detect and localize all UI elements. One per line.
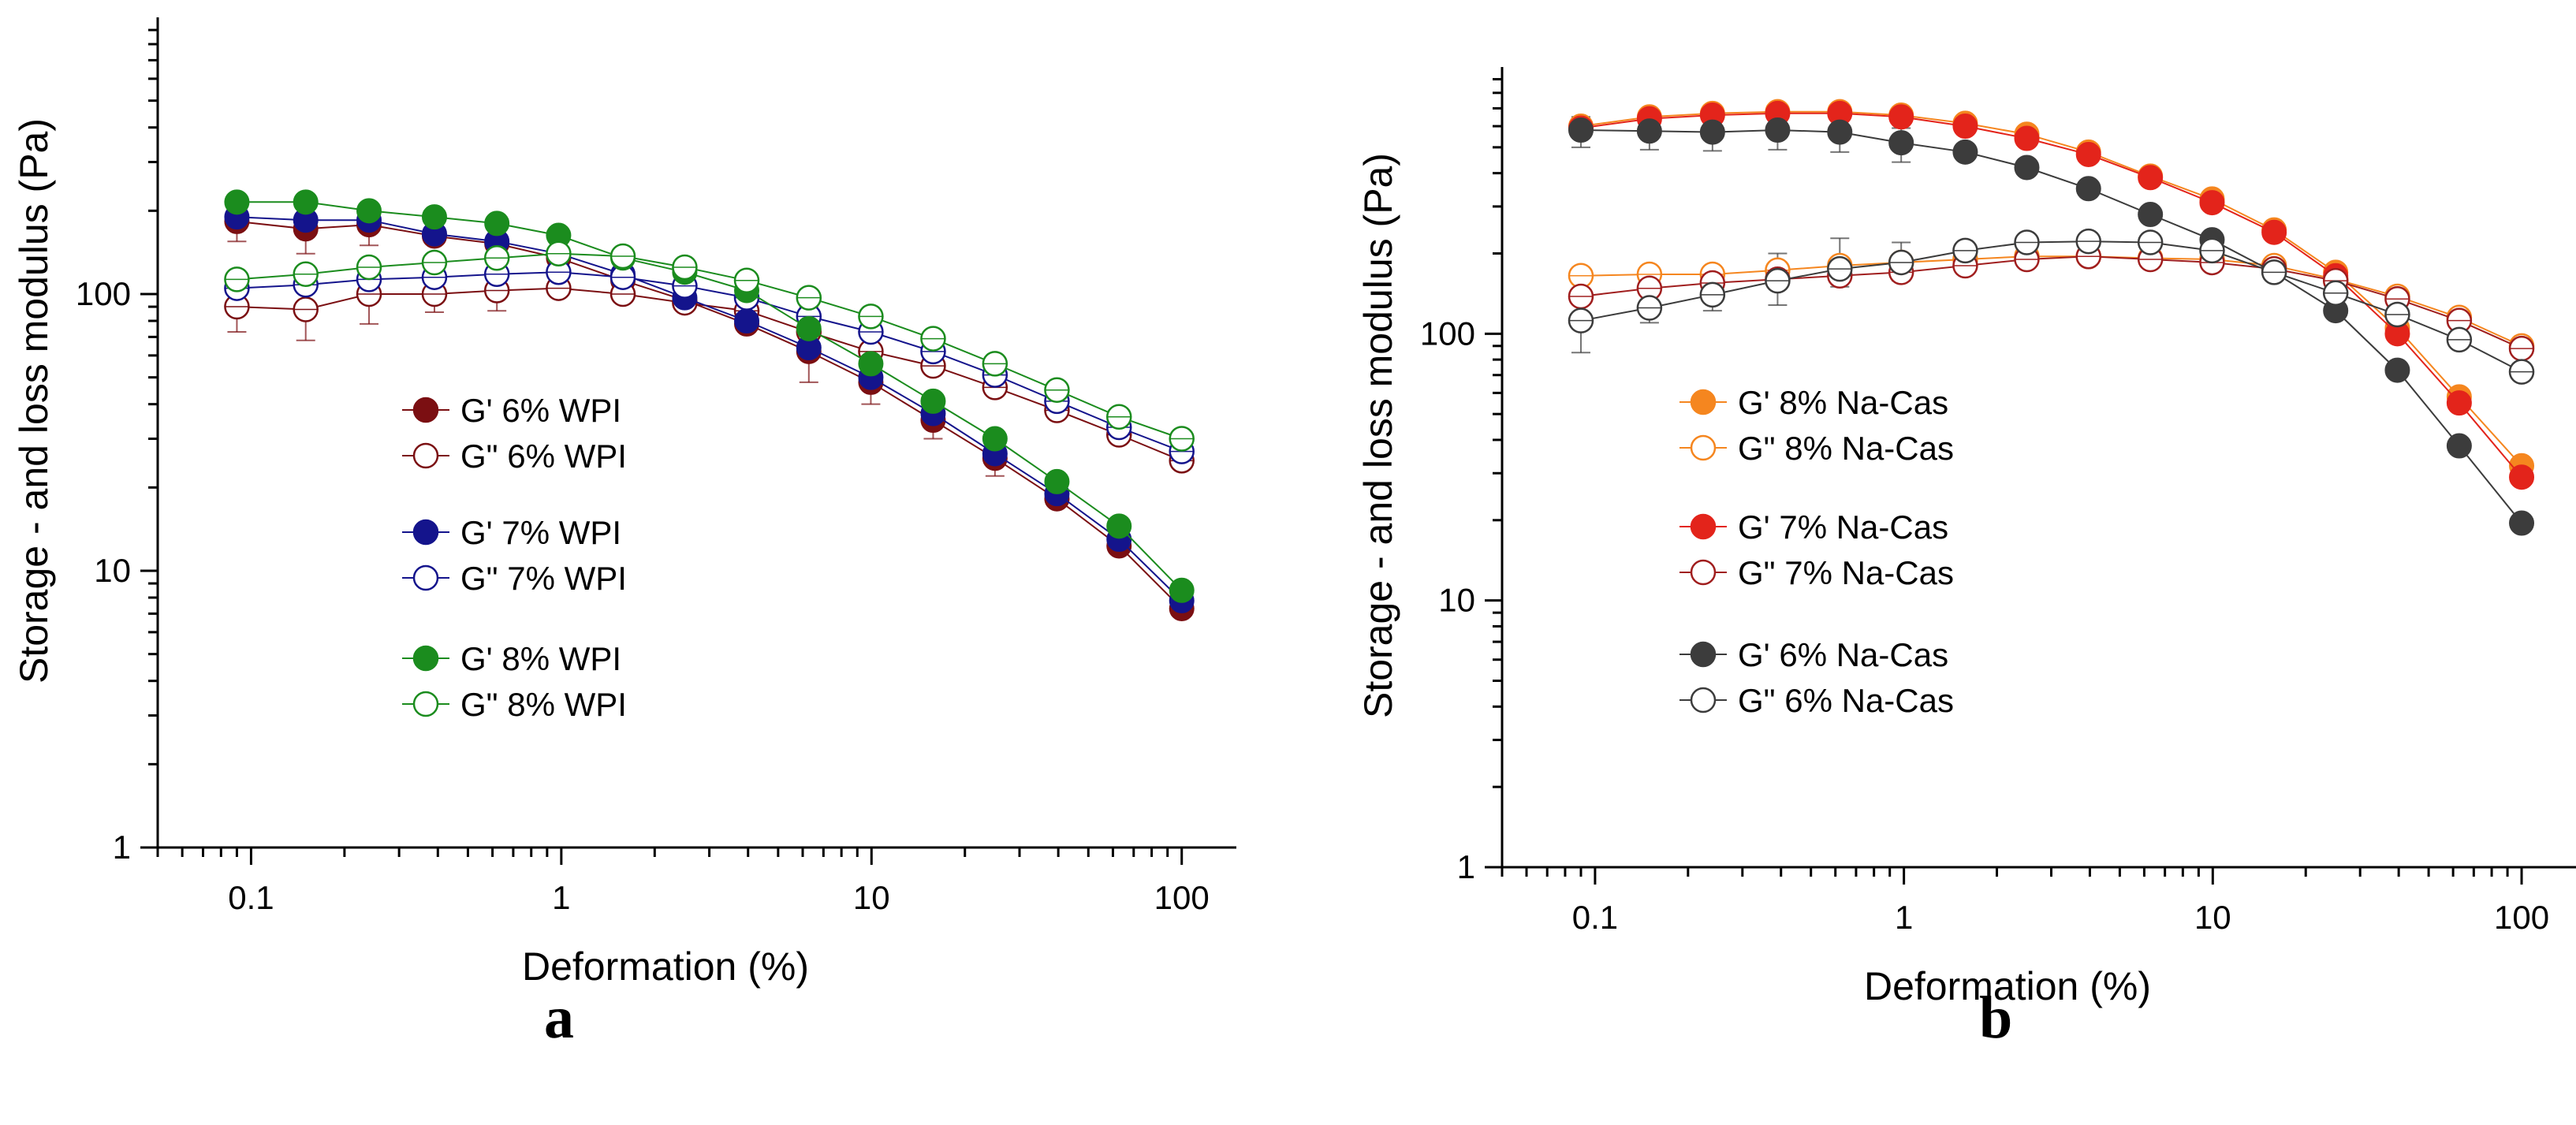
legend-marker xyxy=(1691,390,1715,414)
x-tick-label: 10 xyxy=(853,879,890,916)
y-tick-label: 1 xyxy=(113,829,131,866)
legend-marker xyxy=(414,646,438,670)
series-line-5 xyxy=(1581,241,2522,371)
data-point xyxy=(294,190,318,214)
data-point xyxy=(2077,143,2101,166)
data-point xyxy=(1638,119,1661,143)
legend-label: G" 7% Na-Cas xyxy=(1738,554,1954,591)
legend-label: G' 7% WPI xyxy=(460,514,621,551)
data-point xyxy=(2138,166,2162,189)
data-point xyxy=(2077,177,2101,200)
legend-marker xyxy=(1691,515,1715,538)
data-point xyxy=(2510,465,2533,489)
x-tick-label: 1 xyxy=(552,879,570,916)
data-point xyxy=(2447,391,2471,415)
data-point xyxy=(1765,118,1789,142)
data-point xyxy=(2262,221,2286,244)
data-point xyxy=(1953,114,1977,138)
legend-label: G' 8% Na-Cas xyxy=(1738,384,1948,421)
y-axis-label: Storage - and loss modulus (Pa) xyxy=(1356,153,1400,718)
legend-label: G' 6% WPI xyxy=(460,392,621,429)
figure: 1 10 100 0.1 1 10 100 Deformation (%) Storage - … xyxy=(0,0,2576,1121)
legend-label: G" 8% WPI xyxy=(460,686,627,723)
data-point xyxy=(1889,105,1913,129)
panel-letter-b: b xyxy=(1979,984,2012,1052)
legend-label: G' 6% Na-Cas xyxy=(1738,636,1948,673)
data-point xyxy=(1569,118,1593,142)
x-tick-label: 10 xyxy=(2194,899,2231,936)
data-point xyxy=(357,199,381,222)
legend-marker xyxy=(414,398,438,422)
x-tick-label: 0.1 xyxy=(228,879,274,916)
chart-panel-a: 1 10 100 0.1 1 10 100 Deformation (%) Storage - … xyxy=(12,17,1236,989)
panel-letter-a: a xyxy=(544,984,574,1052)
y-tick-label: 10 xyxy=(1438,582,1475,619)
data-point xyxy=(1701,121,1724,144)
legend-label: G" 8% Na-Cas xyxy=(1738,430,1954,467)
legend-label: G" 7% WPI xyxy=(460,560,627,597)
y-tick-label: 100 xyxy=(76,275,131,312)
legend-label: G' 8% WPI xyxy=(460,640,621,677)
legend: G' 8% Na-Cas G" 8% Na-Cas G' 7% Na-Cas G" 7… xyxy=(1679,384,1954,719)
data-point xyxy=(1170,579,1194,602)
data-point xyxy=(797,317,821,341)
legend-marker xyxy=(1691,561,1715,584)
x-tick-label: 1 xyxy=(1895,899,1913,936)
data-point xyxy=(859,352,882,375)
x-tick-label: 100 xyxy=(1154,879,1210,916)
data-point xyxy=(2015,155,2038,179)
data-point xyxy=(2015,127,2038,151)
legend-label: G" 6% WPI xyxy=(460,438,627,475)
y-axis-label: Storage - and loss modulus (Pa) xyxy=(12,118,56,684)
legend: G' 6% WPI G" 6% WPI G' 7% WPI G" 7% WPI G' 8… xyxy=(402,392,627,723)
legend-marker xyxy=(414,692,438,716)
y-tick-label: 100 xyxy=(1420,315,1475,352)
x-axis-label: Deformation (%) xyxy=(522,944,809,989)
legend-marker xyxy=(414,520,438,544)
data-point xyxy=(225,190,248,214)
data-point xyxy=(1889,131,1913,155)
series-line-4 xyxy=(1581,130,2522,523)
data-point xyxy=(921,389,945,413)
x-tick-label: 100 xyxy=(2494,899,2549,936)
data-point xyxy=(423,205,446,229)
data-point xyxy=(2138,203,2162,226)
data-point xyxy=(1107,514,1131,538)
legend-marker xyxy=(414,444,438,468)
data-point xyxy=(1953,140,1977,164)
legend-marker xyxy=(1691,643,1715,666)
y-tick-label: 1 xyxy=(1457,848,1475,885)
data-point xyxy=(735,309,759,333)
chart-canvas: 1 10 100 0.1 1 10 100 Deformation (%) Storage - … xyxy=(0,0,2576,1121)
data-point xyxy=(2385,359,2409,382)
data-point xyxy=(2510,512,2533,535)
series-line-1 xyxy=(237,289,1181,461)
legend-marker xyxy=(414,566,438,590)
legend-marker xyxy=(1691,688,1715,712)
legend-label: G" 6% Na-Cas xyxy=(1738,682,1954,719)
data-point xyxy=(1045,470,1068,494)
data-point xyxy=(2447,434,2471,458)
data-point xyxy=(2200,191,2224,214)
legend-marker xyxy=(1691,436,1715,460)
data-point xyxy=(1828,121,1851,144)
data-point xyxy=(983,427,1007,451)
legend-label: G' 7% Na-Cas xyxy=(1738,508,1948,546)
x-tick-label: 0.1 xyxy=(1572,899,1618,936)
data-point xyxy=(485,211,509,235)
y-tick-label: 10 xyxy=(94,552,131,589)
